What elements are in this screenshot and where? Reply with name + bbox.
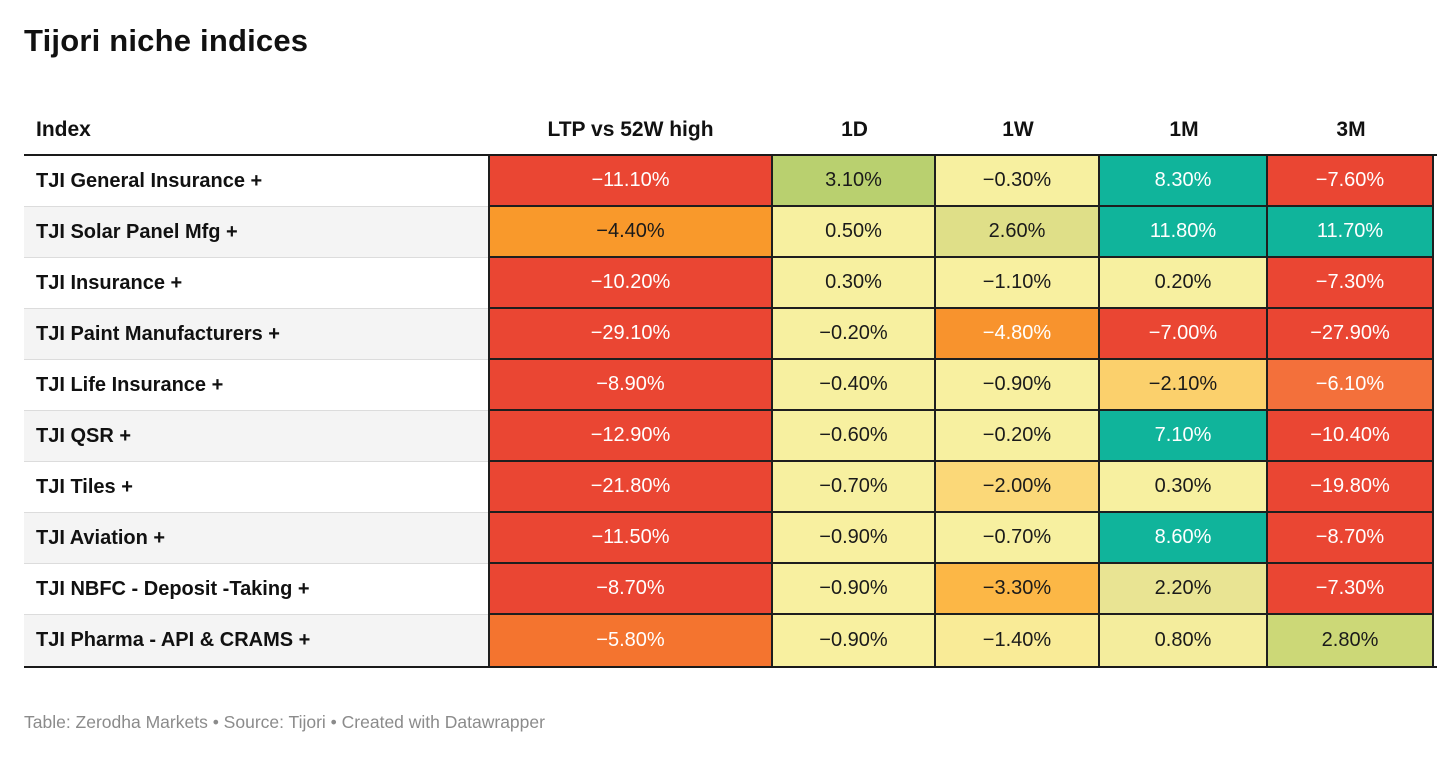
value-cell: −4.40% xyxy=(488,207,773,258)
value-cell: −8.90% xyxy=(488,360,773,411)
value-cell: −1.10% xyxy=(936,258,1100,309)
value-cell: 8.60% xyxy=(1100,513,1268,564)
value-cell: −6.10% xyxy=(1268,360,1434,411)
value-cell: −10.40% xyxy=(1268,411,1434,462)
value-cell: −1.40% xyxy=(936,615,1100,666)
col-header-1m: 1M xyxy=(1169,118,1199,141)
value-cell: 2.60% xyxy=(936,207,1100,258)
value-cell: 11.80% xyxy=(1100,207,1268,258)
index-name-cell: TJI Paint Manufacturers + xyxy=(24,309,488,360)
index-name-cell: TJI Pharma - API & CRAMS + xyxy=(24,615,488,666)
value-cell: −21.80% xyxy=(488,462,773,513)
value-cell: −19.80% xyxy=(1268,462,1434,513)
page: Tijori niche indices Index LTP vs 52W hi… xyxy=(24,23,1437,732)
value-cell: 11.70% xyxy=(1268,207,1434,258)
table-row: TJI Life Insurance + −8.90% −0.40% −0.90% −2… xyxy=(24,360,1437,411)
value-cell: −10.20% xyxy=(488,258,773,309)
page-title: Tijori niche indices xyxy=(24,23,309,58)
index-name-cell: TJI General Insurance + xyxy=(24,156,488,207)
value-cell: −0.70% xyxy=(936,513,1100,564)
indices-table: Index LTP vs 52W high 1D 1W 1M 3M TJI Ge… xyxy=(24,106,1437,668)
col-header-1w: 1W xyxy=(1002,118,1034,141)
value-cell: −0.40% xyxy=(773,360,936,411)
col-header-3m: 3M xyxy=(1336,118,1366,141)
value-cell: −0.70% xyxy=(773,462,936,513)
table-row: TJI Insurance + −10.20% 0.30% −1.10% 0.20% −7… xyxy=(24,258,1437,309)
value-cell: −0.90% xyxy=(773,564,936,615)
value-cell: −8.70% xyxy=(1268,513,1434,564)
value-cell: −4.80% xyxy=(936,309,1100,360)
value-cell: 0.20% xyxy=(1100,258,1268,309)
value-cell: −7.30% xyxy=(1268,564,1434,615)
value-cell: −8.70% xyxy=(488,564,773,615)
value-cell: −0.30% xyxy=(936,156,1100,207)
value-cell: −5.80% xyxy=(488,615,773,666)
table-row: TJI Aviation + −11.50% −0.90% −0.70% 8.60% −8… xyxy=(24,513,1437,564)
value-cell: −2.10% xyxy=(1100,360,1268,411)
value-cell: −0.20% xyxy=(936,411,1100,462)
value-cell: 7.10% xyxy=(1100,411,1268,462)
value-cell: 0.80% xyxy=(1100,615,1268,666)
value-cell: −0.20% xyxy=(773,309,936,360)
value-cell: −0.90% xyxy=(936,360,1100,411)
value-cell: 2.80% xyxy=(1268,615,1434,666)
value-cell: −3.30% xyxy=(936,564,1100,615)
value-cell: 3.10% xyxy=(773,156,936,207)
table-row: TJI Paint Manufacturers + −29.10% −0.20% −4… xyxy=(24,309,1437,360)
attribution-text: Table: Zerodha Markets • Source: Tijori … xyxy=(24,712,545,732)
table-header-row: Index LTP vs 52W high 1D 1W 1M 3M xyxy=(24,106,1437,156)
value-cell: 8.30% xyxy=(1100,156,1268,207)
value-cell: −11.50% xyxy=(488,513,773,564)
value-cell: −7.00% xyxy=(1100,309,1268,360)
value-cell: −29.10% xyxy=(488,309,773,360)
value-cell: −11.10% xyxy=(488,156,773,207)
col-header-ltp-vs-52w: LTP vs 52W high xyxy=(547,118,714,141)
index-name-cell: TJI NBFC - Deposit -Taking + xyxy=(24,564,488,615)
index-name-cell: TJI Aviation + xyxy=(24,513,488,564)
table-row: TJI Pharma - API & CRAMS + −5.80% −0.90% −1… xyxy=(24,615,1437,666)
table-row: TJI Tiles + −21.80% −0.70% −2.00% 0.30% −19.8… xyxy=(24,462,1437,513)
index-name-cell: TJI QSR + xyxy=(24,411,488,462)
table-row: TJI NBFC - Deposit -Taking + −8.70% −0.90%… xyxy=(24,564,1437,615)
value-cell: 0.30% xyxy=(773,258,936,309)
index-name-cell: TJI Insurance + xyxy=(24,258,488,309)
index-name-cell: TJI Life Insurance + xyxy=(24,360,488,411)
table-row: TJI Solar Panel Mfg + −4.40% 0.50% 2.60% 11.… xyxy=(24,207,1437,258)
value-cell: 0.30% xyxy=(1100,462,1268,513)
value-cell: 2.20% xyxy=(1100,564,1268,615)
table-body: TJI General Insurance + −11.10% 3.10% −0.30… xyxy=(24,156,1437,668)
value-cell: −27.90% xyxy=(1268,309,1434,360)
index-name-cell: TJI Solar Panel Mfg + xyxy=(24,207,488,258)
value-cell: −7.60% xyxy=(1268,156,1434,207)
value-cell: −0.60% xyxy=(773,411,936,462)
value-cell: −0.90% xyxy=(773,513,936,564)
value-cell: −7.30% xyxy=(1268,258,1434,309)
value-cell: −0.90% xyxy=(773,615,936,666)
value-cell: 0.50% xyxy=(773,207,936,258)
value-cell: −12.90% xyxy=(488,411,773,462)
value-cell: −2.00% xyxy=(936,462,1100,513)
table-row: TJI QSR + −12.90% −0.60% −0.20% 7.10% −10.40% xyxy=(24,411,1437,462)
col-header-index: Index xyxy=(36,118,91,141)
col-header-1d: 1D xyxy=(841,118,868,141)
index-name-cell: TJI Tiles + xyxy=(24,462,488,513)
table-row: TJI General Insurance + −11.10% 3.10% −0.30… xyxy=(24,156,1437,207)
